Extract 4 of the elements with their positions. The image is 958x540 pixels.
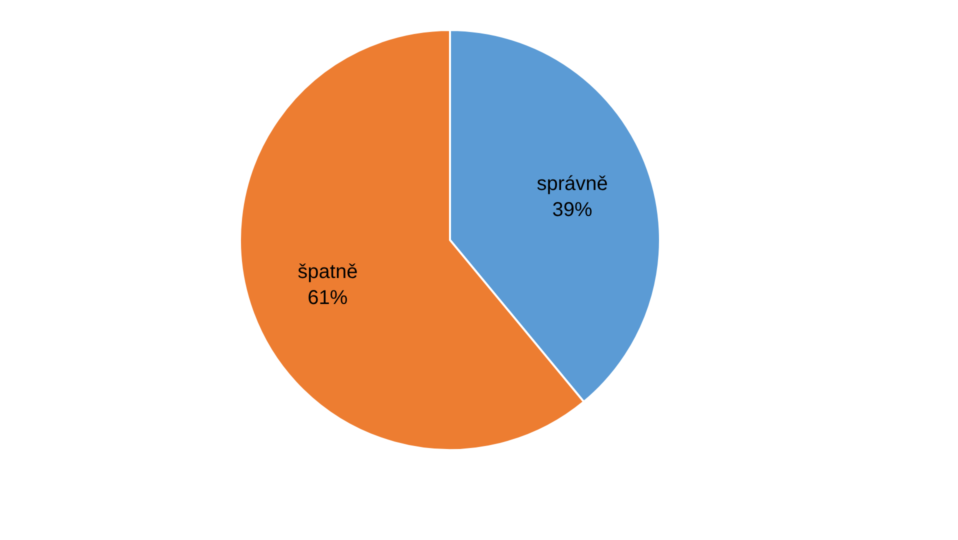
slice-label: špatně: [298, 261, 358, 284]
data-label: 61%: [308, 287, 348, 310]
slice-label: správně: [536, 172, 608, 195]
data-label: 39%: [552, 198, 593, 221]
